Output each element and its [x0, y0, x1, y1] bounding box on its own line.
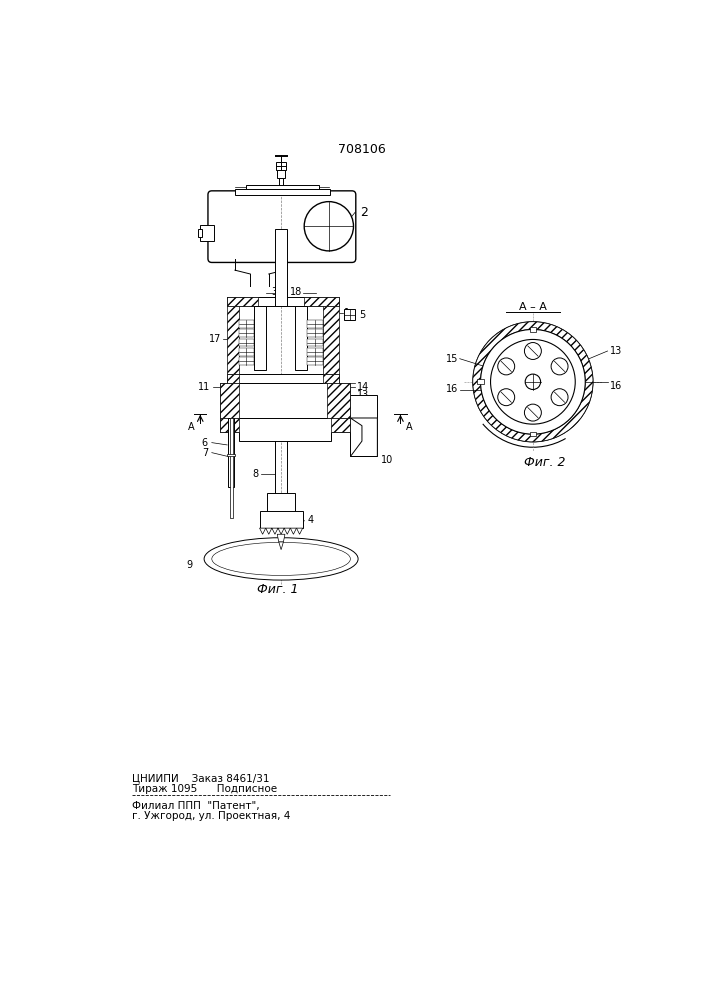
Text: 1: 1 — [344, 308, 351, 318]
Bar — [530, 432, 536, 436]
Polygon shape — [219, 418, 239, 432]
Text: Фиг. 2: Фиг. 2 — [524, 456, 565, 469]
Text: 8: 8 — [252, 469, 258, 479]
Polygon shape — [239, 357, 254, 365]
Polygon shape — [277, 534, 285, 542]
Bar — [247, 185, 319, 189]
Text: А: А — [407, 422, 413, 432]
Polygon shape — [227, 374, 339, 383]
Polygon shape — [278, 528, 284, 534]
Bar — [200, 225, 214, 241]
Polygon shape — [219, 383, 351, 418]
Text: 11: 11 — [198, 382, 210, 392]
Polygon shape — [227, 297, 339, 306]
Circle shape — [491, 339, 575, 424]
Text: 4: 4 — [308, 515, 314, 525]
Polygon shape — [239, 348, 254, 356]
Bar — [351, 395, 378, 456]
Polygon shape — [259, 528, 266, 534]
Polygon shape — [351, 418, 378, 456]
Polygon shape — [239, 320, 254, 328]
Text: А: А — [187, 422, 194, 432]
Text: 708106: 708106 — [338, 143, 386, 156]
Bar — [267, 493, 295, 513]
Circle shape — [304, 202, 354, 251]
Bar — [227, 454, 235, 456]
Bar — [277, 170, 285, 178]
Ellipse shape — [204, 538, 358, 580]
Polygon shape — [219, 418, 351, 441]
Text: 18: 18 — [291, 287, 303, 297]
Text: 15: 15 — [356, 412, 369, 422]
Circle shape — [525, 404, 542, 421]
Text: 15: 15 — [446, 354, 458, 364]
Circle shape — [498, 358, 515, 375]
Polygon shape — [307, 329, 324, 337]
Bar — [275, 229, 287, 306]
Polygon shape — [284, 528, 291, 534]
Polygon shape — [227, 297, 258, 306]
Polygon shape — [304, 297, 339, 306]
Polygon shape — [296, 528, 303, 534]
Text: 9: 9 — [187, 560, 192, 570]
Circle shape — [481, 329, 585, 434]
Polygon shape — [239, 329, 254, 337]
Text: 16: 16 — [446, 384, 458, 394]
Circle shape — [551, 358, 568, 375]
Polygon shape — [307, 348, 324, 356]
Circle shape — [525, 343, 542, 359]
Polygon shape — [307, 320, 324, 328]
Polygon shape — [324, 374, 339, 383]
Polygon shape — [254, 306, 266, 370]
Bar — [276, 162, 286, 170]
Polygon shape — [324, 306, 339, 374]
Polygon shape — [279, 542, 284, 550]
Ellipse shape — [212, 542, 351, 575]
Bar — [228, 418, 234, 487]
Bar — [259, 511, 303, 528]
Text: 5: 5 — [360, 310, 366, 320]
Text: 3: 3 — [271, 287, 277, 297]
Text: г. Ужгород, ул. Проектная, 4: г. Ужгород, ул. Проектная, 4 — [132, 811, 291, 821]
Bar — [344, 309, 355, 320]
Text: 16: 16 — [610, 381, 622, 391]
Text: 17: 17 — [209, 334, 221, 344]
Polygon shape — [227, 374, 239, 383]
Circle shape — [551, 389, 568, 406]
Polygon shape — [266, 528, 272, 534]
Circle shape — [473, 322, 593, 442]
Text: 6: 6 — [201, 438, 208, 448]
Text: 7: 7 — [201, 448, 208, 458]
Polygon shape — [307, 357, 324, 365]
Bar — [477, 379, 484, 384]
Text: 13: 13 — [356, 390, 369, 400]
Polygon shape — [307, 339, 324, 346]
Text: Филиал ППП  "Патент",: Филиал ППП "Патент", — [132, 801, 260, 811]
Bar — [279, 178, 284, 185]
Text: 14: 14 — [356, 382, 369, 392]
Polygon shape — [331, 418, 351, 432]
Bar — [198, 229, 201, 237]
Text: 13: 13 — [610, 346, 622, 356]
Polygon shape — [295, 306, 307, 370]
Text: Фиг. 1: Фиг. 1 — [257, 583, 298, 596]
Polygon shape — [227, 306, 239, 374]
Text: 12: 12 — [356, 407, 369, 417]
Bar — [530, 327, 536, 332]
Polygon shape — [239, 339, 254, 346]
Text: А – А: А – А — [519, 302, 547, 312]
FancyBboxPatch shape — [208, 191, 356, 262]
Circle shape — [498, 389, 515, 406]
Bar — [235, 189, 330, 195]
Bar — [230, 418, 233, 518]
Polygon shape — [219, 383, 239, 418]
Text: 2: 2 — [360, 206, 368, 219]
Polygon shape — [272, 528, 278, 534]
Polygon shape — [291, 528, 296, 534]
Text: ЦНИИПИ    Заказ 8461/31: ЦНИИПИ Заказ 8461/31 — [132, 773, 270, 783]
Circle shape — [525, 374, 541, 390]
Text: 10: 10 — [381, 455, 394, 465]
Polygon shape — [327, 383, 351, 418]
Text: Тираж 1095      Подписное: Тираж 1095 Подписное — [132, 784, 278, 794]
